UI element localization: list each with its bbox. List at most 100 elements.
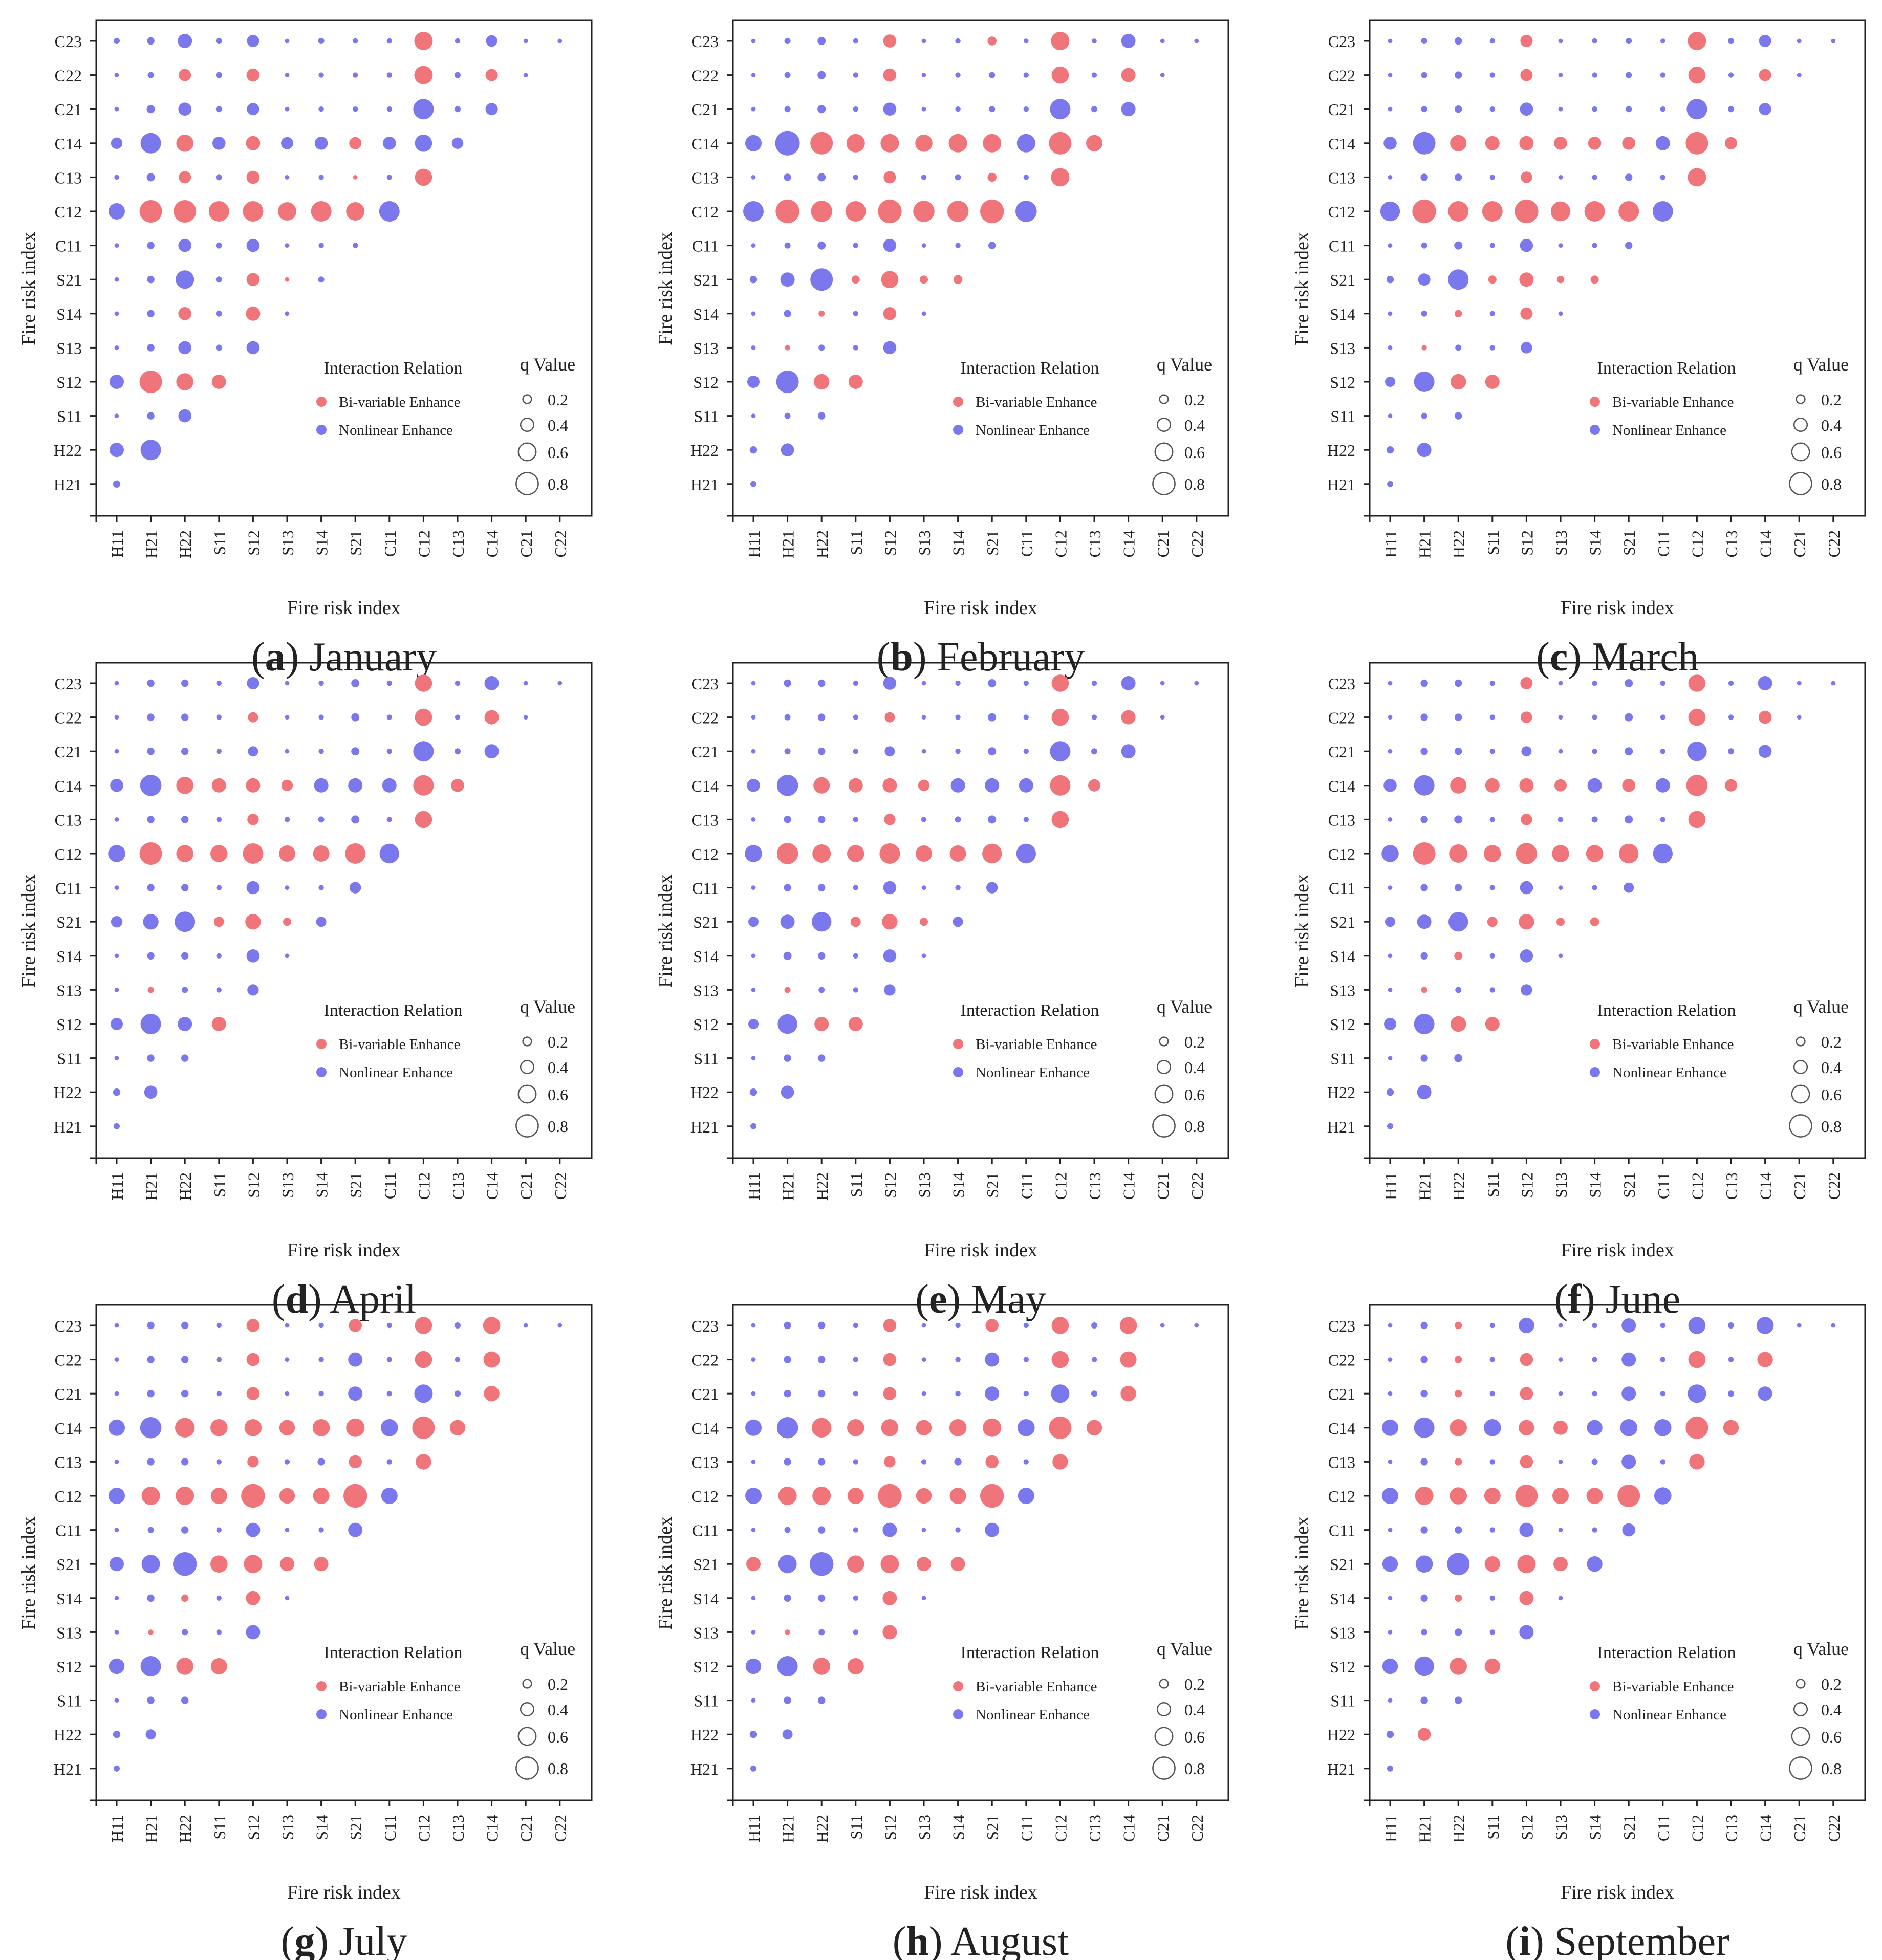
data-point-c11-c12 [379,843,399,864]
x-tick-label: H11 [1381,530,1400,558]
data-point-h22-c21 [817,105,826,114]
data-point-s11-c22 [1489,714,1495,720]
data-point-h11-h22 [749,1731,758,1738]
x-tick-label: S14 [1586,1815,1605,1840]
y-tick-label: H22 [54,1726,82,1744]
data-point-h21-c11 [784,884,791,891]
data-point-c13-c23 [1091,1322,1097,1329]
y-tick-label: C11 [55,237,82,255]
data-point-s13-c13 [284,1459,290,1465]
data-point-h22-s21 [176,270,194,289]
data-point-h22-c22 [179,69,191,81]
data-point-s13-c22 [1558,1357,1563,1362]
data-point-h21-s13 [1421,345,1427,351]
data-point-h11-c22 [114,715,119,720]
legend-q-circle [1154,442,1174,462]
data-point-c12-c22 [1688,1351,1706,1368]
data-point-h22-c11 [178,238,192,252]
data-point-h11-h21 [1387,1123,1393,1129]
legend-q-title: q Value [1157,1639,1212,1659]
y-tick-label: C22 [55,67,82,85]
legend-q-label: 0.2 [1184,390,1205,409]
legend-relation-title: Interaction Relation [324,359,463,378]
y-tick-label: C11 [55,1521,82,1540]
data-point-c13-c22 [1728,72,1734,78]
data-point-s11-c22 [853,72,859,78]
y-tick-label: S14 [56,305,82,323]
y-tick-label: C21 [1328,743,1355,761]
data-point-s12-s14 [883,949,897,963]
data-point-h22-c21 [1455,105,1462,113]
data-point-s21-c21 [989,106,996,113]
x-tick-label: S14 [1586,1172,1605,1198]
legend-q-circle [1154,1084,1174,1104]
x-tick-label: C14 [1120,1815,1138,1842]
x-axis-title: Fire risk index [287,597,401,619]
data-point-s12-c13 [247,814,259,825]
data-point-s14-c13 [1591,816,1598,823]
y-tick-label: C23 [55,1317,82,1335]
data-point-c11-c13 [386,175,392,180]
data-point-s11-c14 [846,134,865,153]
data-point-s11-s14 [853,1595,859,1601]
legend-q-label: 0.8 [1184,1117,1205,1136]
data-point-c21-c22 [523,715,528,720]
data-point-h21-c21 [147,1390,155,1398]
y-tick-label: C21 [55,100,82,119]
data-point-c14-c21 [484,1386,500,1402]
data-point-s21-c22 [1621,1352,1636,1367]
data-point-s11-s21 [851,275,860,284]
data-point-s21-c12 [980,199,1004,224]
data-point-h22-s13 [818,1629,825,1636]
x-tick-label: S13 [915,530,934,556]
data-point-h11-c21 [1388,749,1393,754]
data-point-h22-c22 [1455,713,1462,721]
caption-letter: d [286,1277,309,1322]
data-point-s12-s13 [883,341,897,355]
x-tick-label: C13 [1086,1172,1104,1200]
data-point-c14-c22 [1121,710,1136,725]
caption-letter: i [1519,1919,1530,1960]
x-tick-label: S12 [244,530,263,556]
x-axis-title: Fire risk index [1561,1882,1674,1903]
legend-q-circle [1793,1702,1808,1717]
x-tick-label: H22 [1450,530,1468,558]
data-point-s12-c22 [883,1353,897,1366]
legend-q-label: 0.8 [1821,1117,1842,1136]
chart-panel-may: H21 H22 S11 S12 S13 S14 S21 C11 C12 C13 C14 C21 C22 C… [655,662,1229,1322]
data-point-s12-c14 [881,1419,899,1436]
data-point-h11-c21 [1388,106,1393,112]
data-point-c11-c14 [1016,134,1035,153]
x-tick-label: C21 [517,1815,535,1842]
data-point-h11-s14 [1388,1596,1393,1601]
y-tick-label: S13 [56,981,82,999]
panel-caption: (e) May [915,1277,1046,1322]
data-point-s21-c23 [985,1319,999,1332]
legend-q-label: 0.4 [548,1058,568,1077]
data-point-s14-c11 [1592,1527,1597,1533]
data-point-c13-c22 [1728,1357,1734,1362]
x-tick-label: S13 [278,1172,297,1198]
data-point-h11-s13 [1388,1630,1393,1635]
data-point-c21-c23 [523,38,528,43]
data-point-c11-c12 [1015,201,1037,222]
x-tick-label: H21 [1416,1172,1434,1201]
data-point-c13-c14 [451,779,464,792]
data-point-c14-c21 [1120,1386,1136,1402]
data-point-s11-c23 [1489,1322,1495,1329]
data-point-h22-s13 [178,341,192,355]
data-point-h11-h21 [113,480,121,488]
x-tick-label: S12 [244,1172,263,1198]
data-point-c14-c21 [1121,744,1136,759]
data-point-h21-c21 [784,748,791,755]
data-point-s12-s21 [1519,914,1534,930]
data-point-h21-s12 [777,1014,797,1034]
x-tick-label: S21 [983,1815,1002,1840]
legend-q-label: 0.4 [1821,416,1842,434]
data-point-s13-c14 [1554,779,1567,792]
legend-q-label: 0.8 [548,475,568,493]
data-point-s11-c12 [210,845,228,862]
data-point-s12-s14 [1520,307,1533,320]
data-point-s11-s12 [848,1017,863,1031]
data-point-h22-c14 [1450,135,1467,151]
